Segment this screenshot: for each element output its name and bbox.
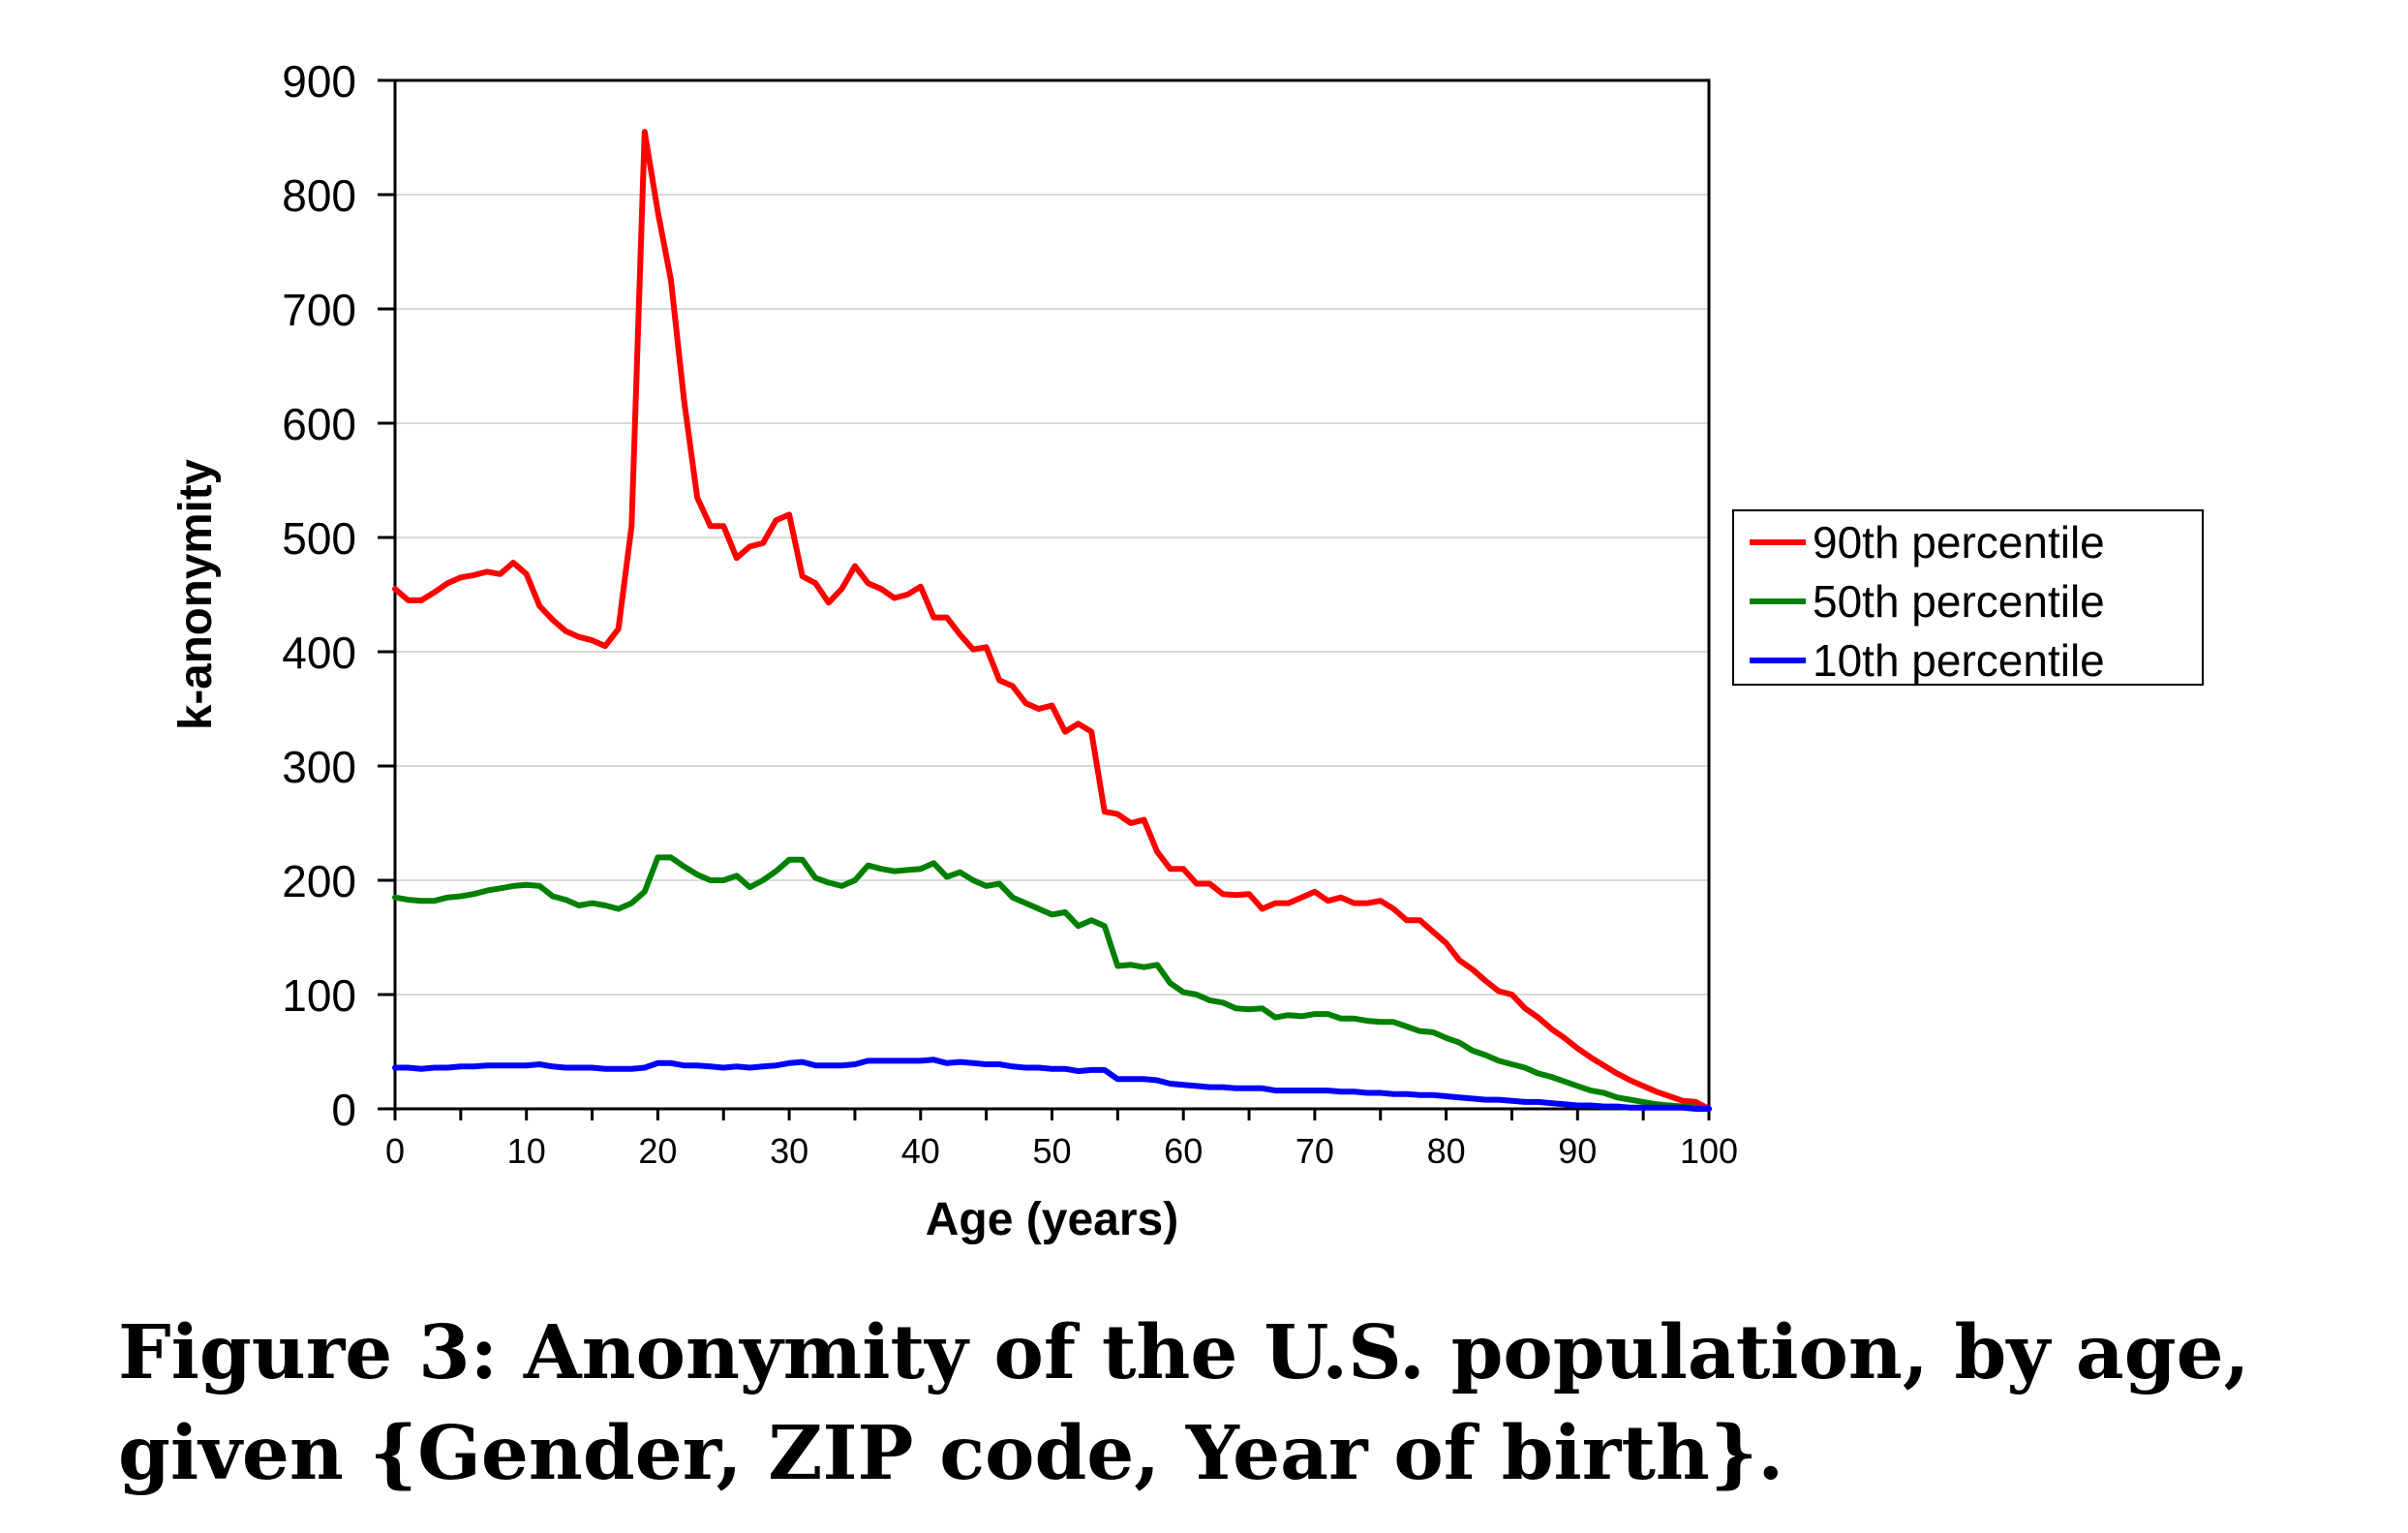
figure-caption: Figure 3: Anonymity of the U.S. populati… (118, 1303, 2374, 1504)
y-axis-title: k-anonymity (170, 459, 222, 730)
caption-line-1: Figure 3: Anonymity of the U.S. populati… (118, 1309, 2250, 1396)
x-tick-label: 100 (1680, 1131, 1738, 1171)
x-tick-label: 80 (1427, 1131, 1466, 1171)
x-tick-label: 90 (1558, 1131, 1597, 1171)
y-tick-label: 800 (282, 170, 356, 221)
x-tick-label: 40 (901, 1131, 940, 1171)
series-line-3 (392, 1057, 1712, 1112)
legend-label-3: 10th percentile (1813, 635, 2105, 686)
series-line-2 (392, 854, 1712, 1112)
series-line-1 (392, 129, 1712, 1112)
x-axis-title: Age (years) (926, 1194, 1178, 1245)
x-tick-label: 70 (1295, 1131, 1334, 1171)
y-tick-label: 900 (282, 56, 356, 107)
y-axis: 0 100 200 300 400 500 600 700 800 900 (282, 56, 395, 1135)
y-tick-label: 400 (282, 628, 356, 678)
plot-area-frame (393, 78, 1711, 1111)
x-tick-label: 20 (638, 1131, 677, 1171)
x-tick-label: 50 (1032, 1131, 1071, 1171)
x-axis: 0 10 20 30 40 50 60 70 80 90 100 (385, 1109, 1738, 1171)
y-tick-label: 200 (282, 856, 356, 906)
y-tick-label: 700 (282, 285, 356, 335)
legend-label-2: 50th percentile (1813, 576, 2105, 627)
x-tick-label: 30 (770, 1131, 808, 1171)
series-group (392, 129, 1712, 1112)
x-tick-label: 60 (1164, 1131, 1203, 1171)
y-tick-label: 500 (282, 513, 356, 564)
y-tick-label: 0 (331, 1085, 356, 1135)
caption-line-2: given {Gender, ZIP code, Year of birth}. (118, 1410, 1784, 1497)
y-tick-label: 100 (282, 970, 356, 1021)
x-tick-label: 10 (507, 1131, 546, 1171)
y-tick-label: 600 (282, 399, 356, 449)
y-tick-label: 300 (282, 742, 356, 792)
legend-box (1732, 509, 2204, 686)
legend-label-1: 90th percentile (1813, 517, 2105, 567)
legend: 90th percentile 50th percentile 10th perce… (1732, 509, 2204, 686)
gridlines (395, 194, 1709, 996)
x-tick-label: 0 (385, 1131, 405, 1171)
